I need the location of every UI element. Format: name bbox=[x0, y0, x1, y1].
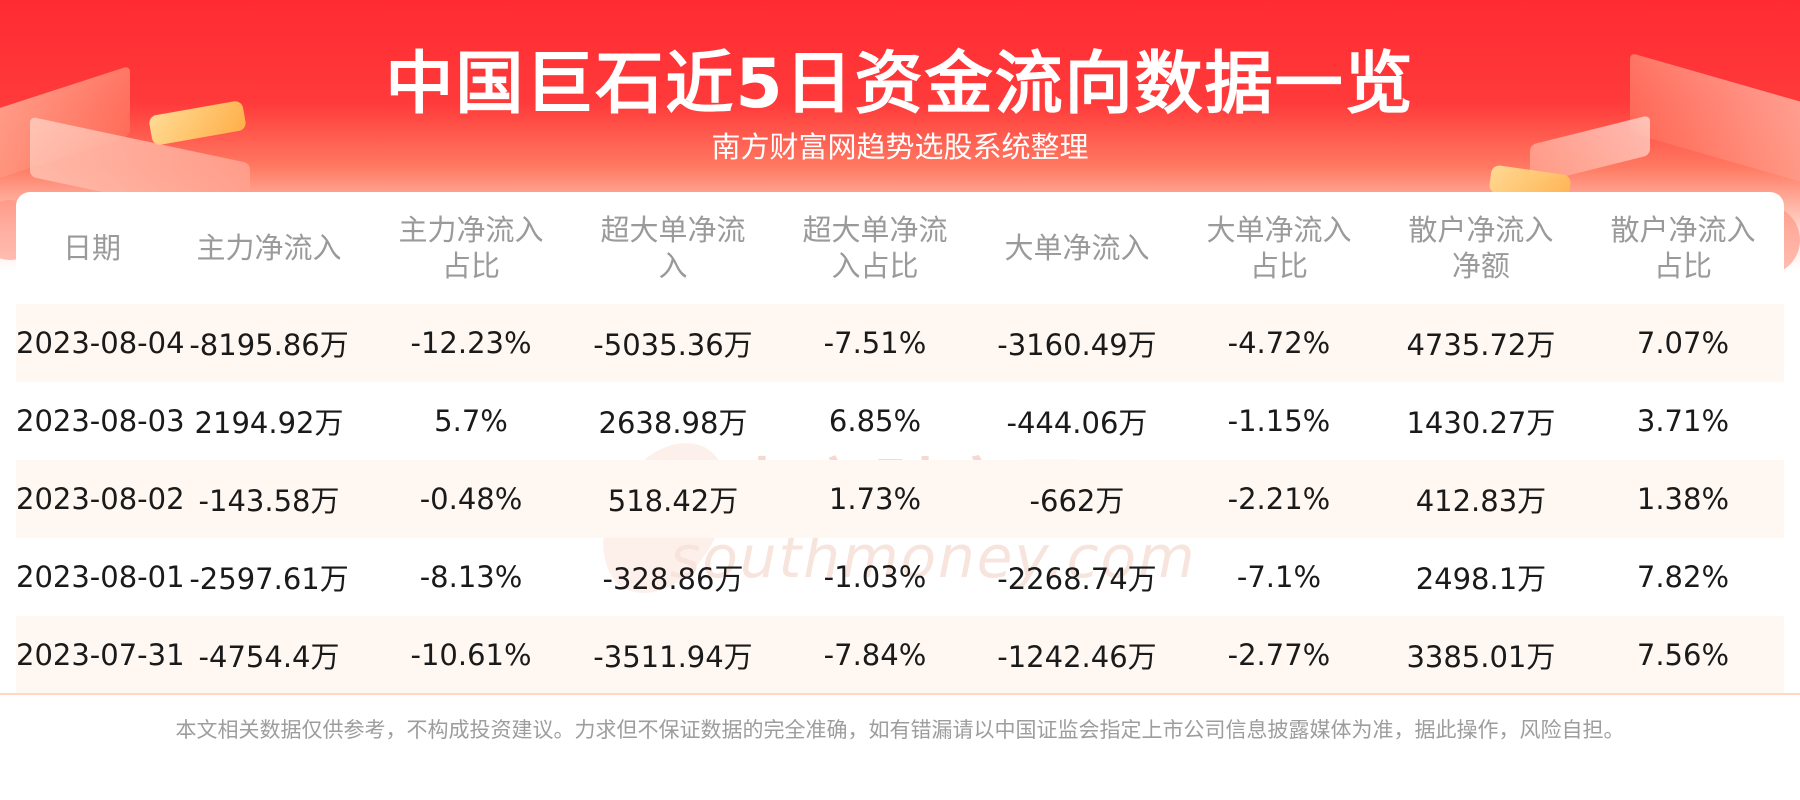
table-row: 2023-07-31 -4754.4万 -10.61% -3511.94万 -7.84%… bbox=[16, 616, 1784, 694]
value-cell: -662万 bbox=[975, 460, 1178, 538]
value-cell: -1.15% bbox=[1227, 404, 1331, 438]
value-cell: -10.61% bbox=[370, 616, 572, 694]
date-cell: 2023-08-03 bbox=[16, 404, 185, 438]
value-cell: -328.86万 bbox=[602, 562, 744, 596]
table-row: 2023-08-02 -143.58万 -0.48% 518.42万 1.73% -662… bbox=[16, 460, 1784, 538]
value-cell: 2498.1万 bbox=[1415, 562, 1547, 596]
value-cell: 518.42万 bbox=[572, 460, 774, 538]
value-cell: -0.48% bbox=[370, 460, 572, 538]
page-title: 中国巨石近5日资金流向数据一览 bbox=[385, 45, 1415, 124]
column-header: 主力净流入 bbox=[196, 231, 342, 265]
table-row: 2023-08-01 -2597.61万 -8.13% -328.86万 -1.03% -… bbox=[16, 538, 1784, 616]
value-cell: 6.85% bbox=[828, 404, 922, 438]
value-cell: 7.56% bbox=[1581, 616, 1784, 694]
value-cell: -4.72% bbox=[1177, 304, 1380, 382]
value-cell: -2268.74万 bbox=[997, 562, 1157, 596]
value-cell: -1242.46万 bbox=[975, 616, 1178, 694]
value-cell: -2.77% bbox=[1177, 616, 1380, 694]
value-cell: 3.71% bbox=[1636, 404, 1730, 438]
value-cell: 1430.27万 bbox=[1406, 406, 1556, 440]
value-cell: 2194.92万 bbox=[194, 406, 344, 440]
table-header-row: 日期 主力净流入 主力净流入 占比 超大单净流入超大单净流 入占比 大单净流入 大单净流入 占比… bbox=[16, 192, 1784, 304]
column-header: 主力净流入 占比 bbox=[398, 213, 544, 283]
value-cell: -8195.86万 bbox=[168, 304, 371, 382]
value-cell: -2597.61万 bbox=[189, 562, 349, 596]
value-cell: -4754.4万 bbox=[168, 616, 371, 694]
value-cell: 2638.98万 bbox=[598, 406, 748, 440]
value-cell: -12.23% bbox=[370, 304, 572, 382]
value-cell: -7.84% bbox=[773, 616, 976, 694]
value-cell: -3160.49万 bbox=[975, 304, 1178, 382]
column-header: 散户净流入 占比 bbox=[1610, 213, 1756, 283]
value-cell: -143.58万 bbox=[168, 460, 371, 538]
value-cell: -2.21% bbox=[1177, 460, 1380, 538]
footer-divider bbox=[0, 693, 1800, 695]
column-header: 散户净流入 净额 bbox=[1408, 213, 1554, 283]
column-header: 超大单净流 入占比 bbox=[802, 213, 948, 283]
date-cell: 2023-08-01 bbox=[16, 560, 185, 594]
value-cell: -8.13% bbox=[419, 560, 523, 594]
column-header: 大单净流入 占比 bbox=[1206, 213, 1352, 283]
date-cell: 2023-08-02 bbox=[16, 460, 185, 538]
value-cell: 1.73% bbox=[773, 460, 976, 538]
value-cell: 7.07% bbox=[1581, 304, 1784, 382]
column-header: 超大单净流入 bbox=[600, 213, 746, 283]
value-cell: -1.03% bbox=[823, 560, 927, 594]
page-subtitle: 南方财富网趋势选股系统整理 bbox=[711, 130, 1089, 164]
value-cell: 1.38% bbox=[1581, 460, 1784, 538]
value-cell: 4735.72万 bbox=[1379, 304, 1582, 382]
value-cell: 3385.01万 bbox=[1379, 616, 1582, 694]
value-cell: -5035.36万 bbox=[572, 304, 774, 382]
table-card bbox=[16, 192, 1784, 692]
value-cell: -3511.94万 bbox=[572, 616, 774, 694]
table-row: 2023-08-04 -8195.86万 -12.23% -5035.36万 -7.51… bbox=[16, 304, 1784, 382]
date-cell: 2023-08-04 bbox=[16, 304, 185, 382]
date-cell: 2023-07-31 bbox=[16, 616, 185, 694]
table-body: 2023-08-04 -8195.86万 -12.23% -5035.36万 -7.51… bbox=[16, 304, 1784, 694]
column-header: 日期 bbox=[63, 231, 122, 265]
column-header: 大单净流入 bbox=[1004, 231, 1150, 265]
value-cell: 7.82% bbox=[1636, 560, 1730, 594]
value-cell: 412.83万 bbox=[1379, 460, 1582, 538]
value-cell: -7.51% bbox=[773, 304, 976, 382]
disclaimer-text: 本文相关数据仅供参考，不构成投资建议。力求但不保证数据的完全准确，如有错漏请以中… bbox=[175, 718, 1625, 742]
value-cell: -444.06万 bbox=[1006, 406, 1148, 440]
fund-flow-table: 日期 主力净流入 主力净流入 占比 超大单净流入超大单净流 入占比 大单净流入 大单净流入 占比… bbox=[16, 192, 1784, 694]
value-cell: -7.1% bbox=[1236, 560, 1322, 594]
table-row: 2023-08-03 2194.92万 5.7% 2638.98万 6.85% -444.… bbox=[16, 382, 1784, 460]
value-cell: 5.7% bbox=[434, 404, 508, 438]
